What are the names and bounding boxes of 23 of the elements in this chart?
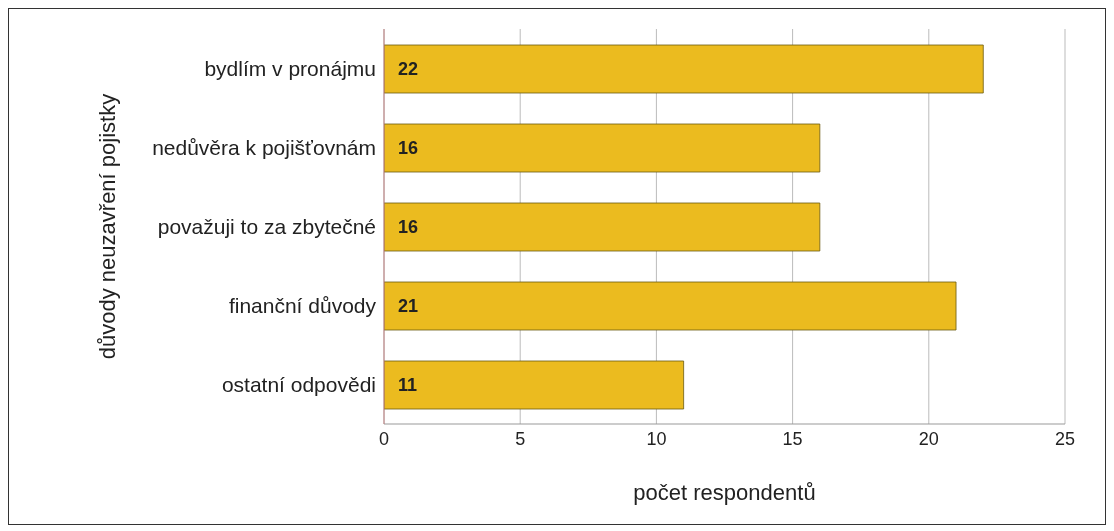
y-tick-label: bydlím v pronájmu: [204, 56, 376, 80]
y-tick-label: finanční důvody: [228, 293, 377, 317]
x-tick-label: 0: [378, 428, 390, 449]
data-label: 11: [398, 375, 418, 396]
y-tick-label: považuji to za zbytečné: [157, 214, 376, 238]
y-tick-label: ostatní odpovědi: [221, 372, 376, 396]
bar: [384, 281, 957, 331]
y-axis-title: důvody neuzavření pojistky: [94, 93, 120, 360]
data-label: 22: [398, 59, 419, 80]
y-tick-label: nedůvěra k pojišťovnám: [152, 135, 376, 159]
x-tick-label: 15: [782, 428, 803, 449]
bar: [384, 202, 821, 252]
data-label: 16: [398, 138, 419, 159]
x-tick-label: 10: [646, 428, 667, 449]
data-label: 21: [398, 296, 419, 317]
bar: [384, 44, 984, 94]
x-tick-label: 20: [918, 428, 939, 449]
x-tick-label: 25: [1054, 428, 1076, 449]
bar: [384, 360, 685, 410]
data-label: 16: [398, 217, 419, 238]
bar: [384, 123, 821, 173]
x-axis-title: počet respondentů: [633, 480, 816, 505]
x-tick-label: 5: [515, 428, 526, 449]
